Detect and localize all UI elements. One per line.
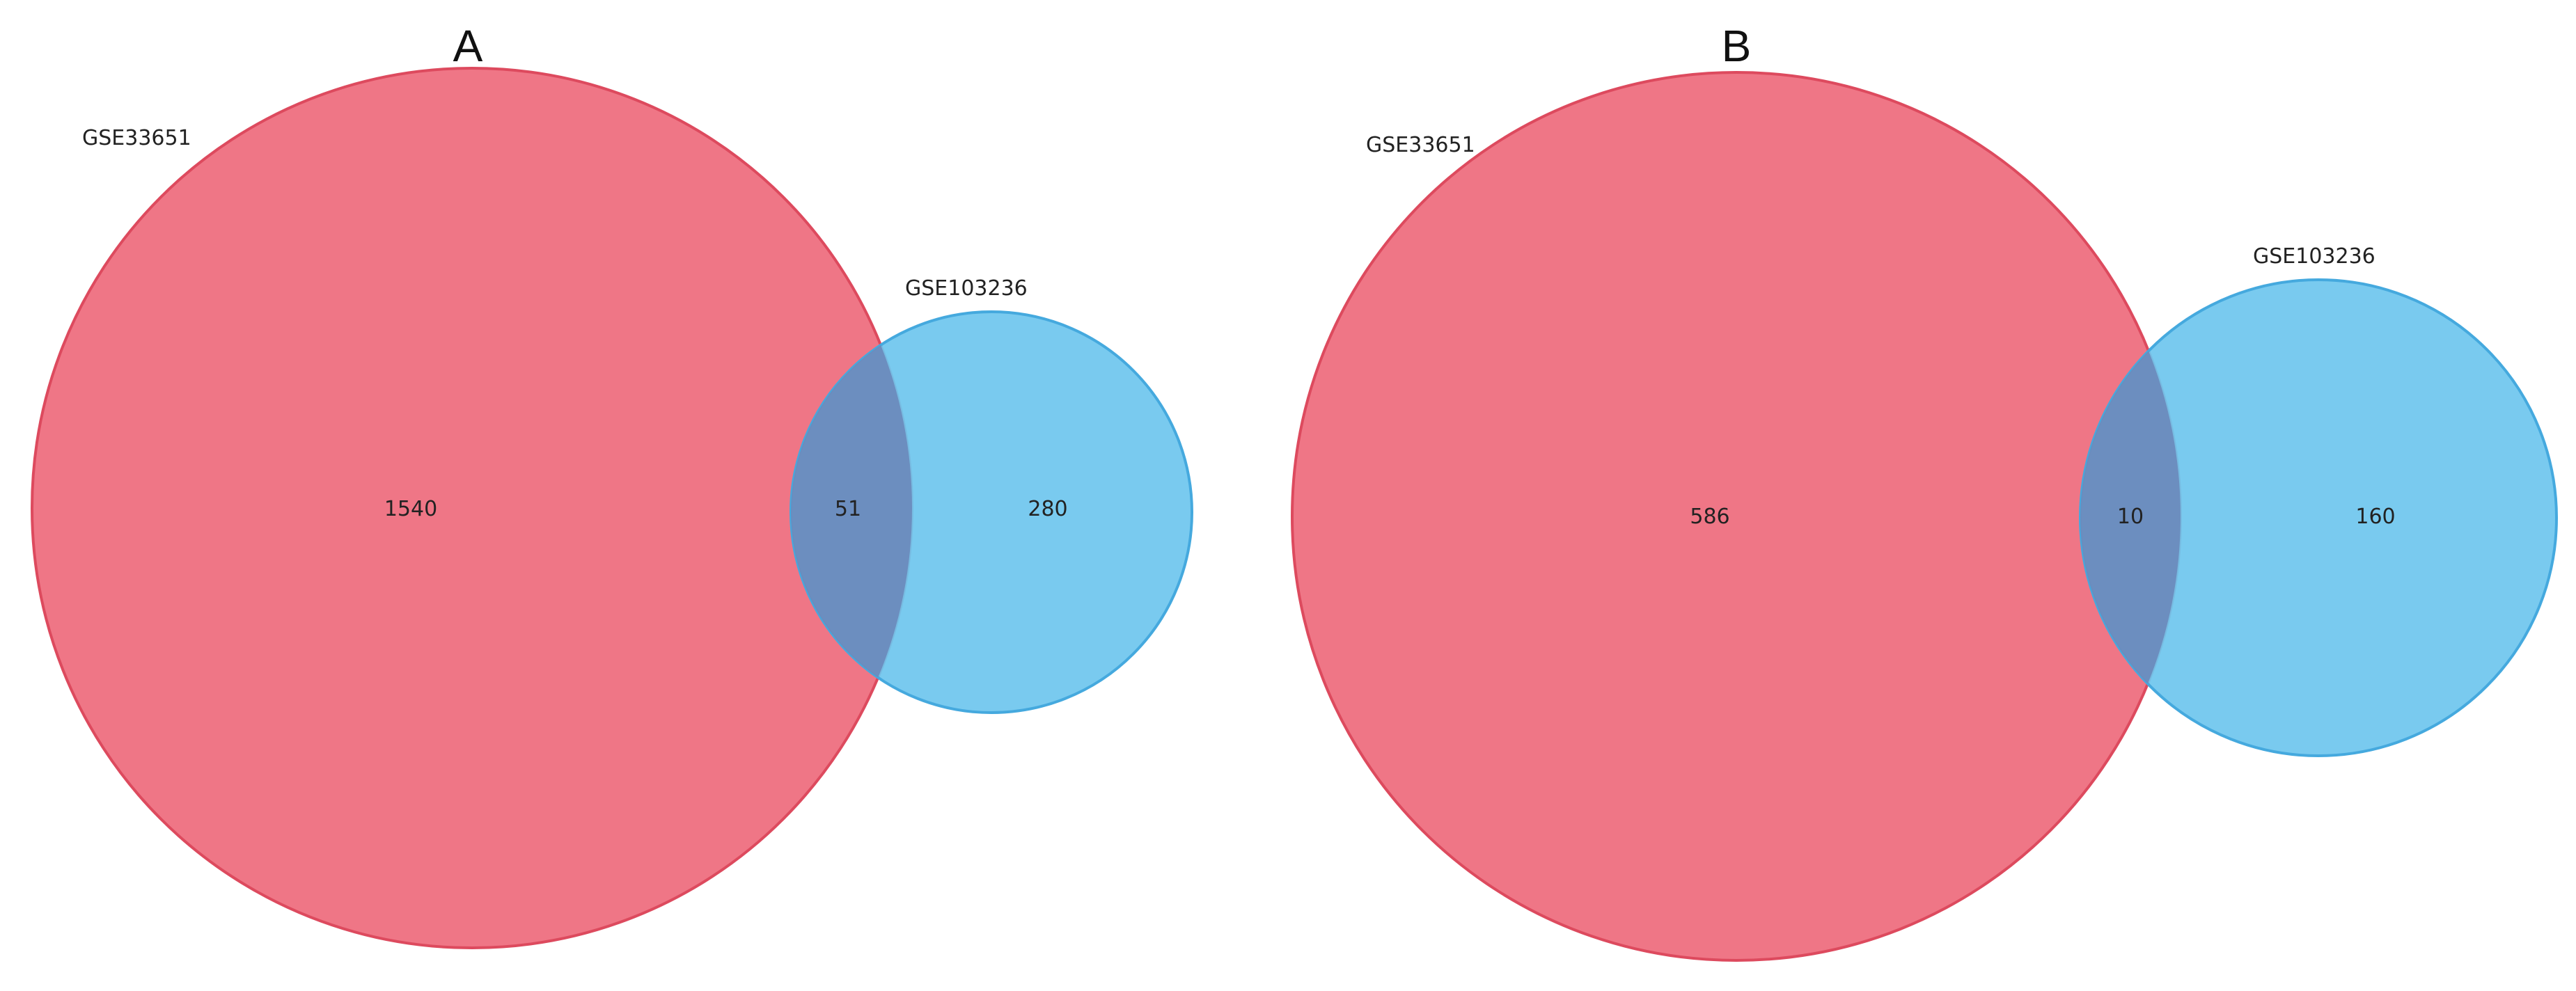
- panel-a-overlap-region: [791, 312, 912, 713]
- panel-a: A GSE33651 GSE103236 1540 51 280: [31, 21, 1193, 949]
- panel-a-letter: A: [453, 21, 483, 71]
- panel-b-right-count: 160: [2355, 505, 2395, 529]
- panel-a-left-set-label: GSE33651: [82, 126, 191, 150]
- panel-a-intersection-count: 51: [835, 497, 861, 521]
- panel-a-right-count: 280: [1028, 497, 1067, 521]
- panel-a-right-set-label: GSE103236: [905, 276, 1028, 301]
- panel-a-left-count: 1540: [384, 497, 437, 521]
- panel-b: B GSE33651 GSE103236 586 10 160: [1291, 21, 2558, 962]
- panel-b-letter: B: [1722, 21, 1752, 71]
- panel-b-left-count: 586: [1690, 505, 1729, 529]
- panel-b-right-set-label: GSE103236: [2253, 244, 2375, 269]
- panel-b-left-set-label: GSE33651: [1366, 133, 1475, 157]
- panel-b-intersection-count: 10: [2117, 505, 2144, 529]
- panel-a-left-circle: [31, 67, 913, 949]
- panel-b-left-circle: [1291, 71, 2182, 962]
